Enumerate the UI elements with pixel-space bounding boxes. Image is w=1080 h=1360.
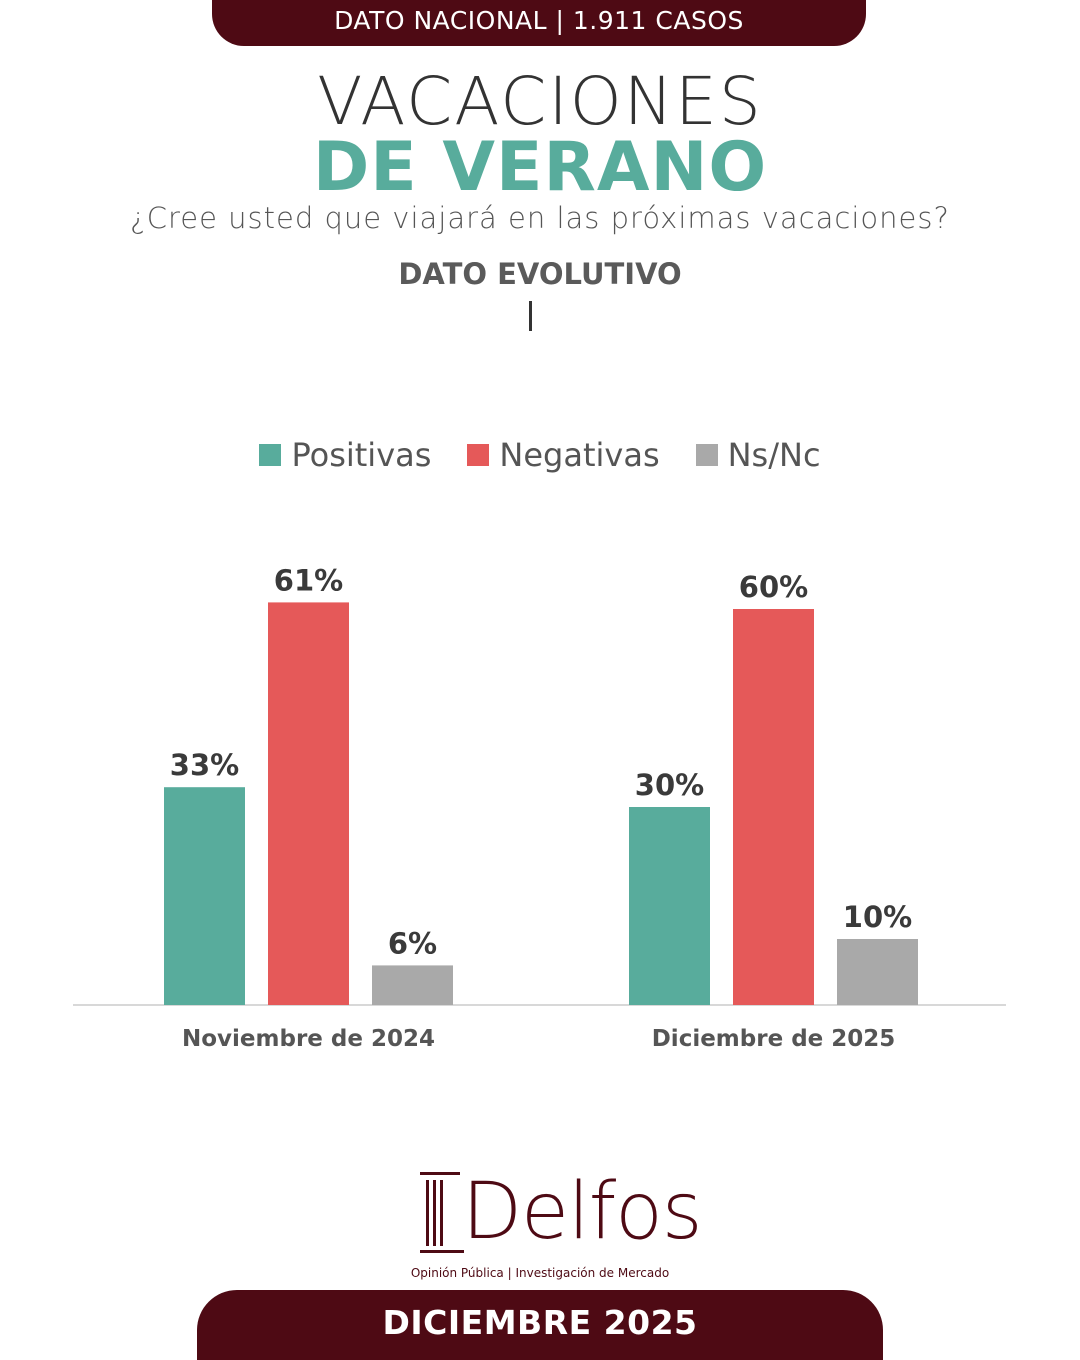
delfos-logo-icon bbox=[420, 1172, 464, 1253]
bar-value-label: 6% bbox=[388, 926, 437, 960]
bar-chart: 33% 61% 6% Noviembre de 2024 30% 60% 10% Diciem… bbox=[73, 563, 1006, 1052]
legend-label-nsnc: Ns/Nc bbox=[727, 436, 821, 474]
bar-value-label: 30% bbox=[635, 768, 704, 802]
legend-swatch-positivas bbox=[259, 444, 282, 466]
bar-value-label: 60% bbox=[739, 570, 808, 604]
title-line2: DE VERANO bbox=[312, 128, 768, 207]
title-line1: VACACIONES bbox=[0, 62, 1080, 142]
section-title: DATO EVOLUTIVO bbox=[398, 257, 682, 291]
bar-value-label: 10% bbox=[843, 900, 912, 934]
bar-nsnc-0 bbox=[372, 965, 453, 1005]
date-banner: DICIEMBRE 2025 bbox=[197, 1290, 883, 1360]
section-divider bbox=[529, 301, 532, 331]
legend-item-nsnc: Ns/Nc bbox=[695, 436, 821, 474]
bar-value-label: 33% bbox=[170, 748, 239, 782]
legend-swatch-nsnc bbox=[695, 444, 718, 466]
title-line1-text: VACACIONES bbox=[317, 63, 763, 140]
chart-legend: Positivas Negativas Ns/Nc bbox=[0, 436, 1080, 474]
survey-question: ¿Cree usted que viajará en las próximas … bbox=[130, 201, 950, 235]
logo-wordmark: Delfos bbox=[462, 1167, 703, 1257]
legend-label-negativas: Negativas bbox=[499, 436, 660, 474]
legend-label-positivas: Positivas bbox=[291, 436, 432, 474]
category-label: Noviembre de 2024 bbox=[182, 1026, 435, 1052]
legend-item-positivas: Positivas bbox=[259, 436, 431, 474]
top-banner: DATO NACIONAL | 1.911 CASOS bbox=[212, 0, 866, 46]
logo-tagline: Opinión Pública | Investigación de Merca… bbox=[410, 1266, 670, 1280]
bar-nsnc-1 bbox=[837, 939, 918, 1005]
bar-positivas-0 bbox=[164, 787, 245, 1005]
legend-item-negativas: Negativas bbox=[467, 436, 660, 474]
category-label: Diciembre de 2025 bbox=[652, 1026, 896, 1052]
bar-value-label: 61% bbox=[274, 563, 343, 597]
bar-negativas-0 bbox=[268, 602, 349, 1005]
bar-positivas-1 bbox=[629, 807, 710, 1005]
bar-negativas-1 bbox=[733, 609, 814, 1005]
legend-swatch-negativas bbox=[467, 444, 490, 466]
